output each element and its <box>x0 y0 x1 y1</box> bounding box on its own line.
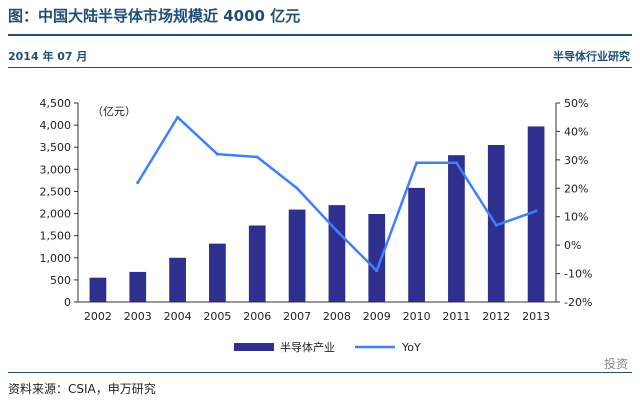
x-tick-label: 2004 <box>164 310 192 323</box>
y-right-tick-label: 50% <box>564 97 588 110</box>
footer-divider <box>8 372 632 373</box>
y-left-tick-label: 500 <box>50 274 71 287</box>
y-right-tick-label: 30% <box>564 154 588 167</box>
yoy-point <box>215 152 219 156</box>
bar <box>248 225 266 302</box>
x-tick-label: 2008 <box>323 310 351 323</box>
unit-label: （亿元） <box>92 105 136 118</box>
x-axis: 2002 2003 2004 2005 2006 2007 2008 2009 2010 2011… <box>78 301 556 323</box>
chart-title: 图：中国大陆半导体市场规模近 4000 亿元 <box>8 7 301 25</box>
watermark: 投资 <box>603 357 628 371</box>
y-left-tick-label: 4,000 <box>40 119 72 132</box>
yoy-point <box>295 186 299 190</box>
yoy-point <box>534 209 538 213</box>
x-tick-label: 2012 <box>482 310 510 323</box>
y-left-tick-label: 0 <box>64 296 71 309</box>
report-category: 半导体行业研究 <box>553 50 630 63</box>
x-tick-label: 2013 <box>522 310 550 323</box>
header-divider <box>8 34 632 36</box>
y-left-tick-label: 1,000 <box>40 252 72 265</box>
bar <box>288 209 306 302</box>
yoy-point <box>454 161 458 165</box>
y-right-axis: -20% -10% 0% 10% 20% 30% 40% 50% <box>555 97 592 309</box>
y-left-tick-label: 2,000 <box>40 208 72 221</box>
bar <box>527 126 545 302</box>
y-left-tick-label: 1,500 <box>40 230 72 243</box>
yoy-point <box>375 269 379 273</box>
yoy-series <box>136 115 538 273</box>
bar <box>89 277 107 302</box>
bar-series <box>89 126 545 302</box>
x-tick-label: 2002 <box>84 310 112 323</box>
y-left-tick-label: 3,000 <box>40 163 72 176</box>
bar <box>368 213 386 302</box>
x-tick-label: 2005 <box>203 310 231 323</box>
x-tick-label: 2006 <box>243 310 271 323</box>
y-left-tick-label: 2,500 <box>40 185 72 198</box>
x-tick-label: 2009 <box>363 310 391 323</box>
subheader-divider <box>8 67 632 68</box>
bar <box>209 243 226 302</box>
yoy-point <box>415 161 419 165</box>
bar <box>328 205 346 302</box>
yoy-point <box>494 223 498 227</box>
y-left-axis: 0 500 1,000 1,500 2,000 2,500 3,000 3,500 4,000 4… <box>40 97 79 309</box>
x-tick-label: 2007 <box>283 310 311 323</box>
y-right-tick-label: 0% <box>564 239 581 252</box>
bar <box>129 271 147 302</box>
report-date: 2014 年 07 月 <box>8 50 88 63</box>
source-note: 资料来源：CSIA，申万研究 <box>8 382 156 396</box>
bar <box>169 257 186 302</box>
y-left-tick-label: 3,500 <box>40 141 72 154</box>
legend-bar-label: 半导体产业 <box>280 340 335 354</box>
y-right-tick-label: 10% <box>564 211 588 224</box>
x-tick-label: 2010 <box>403 310 431 323</box>
x-tick-label: 2011 <box>442 310 470 323</box>
yoy-point <box>136 181 140 185</box>
legend-line-label: YoY <box>401 341 421 354</box>
y-right-tick-label: 40% <box>564 125 588 138</box>
bar <box>408 187 425 302</box>
y-right-tick-label: -10% <box>564 268 592 281</box>
yoy-point <box>255 155 259 159</box>
yoy-point <box>335 229 339 233</box>
yoy-point <box>176 115 180 119</box>
legend: 半导体产业 YoY <box>234 340 421 354</box>
bar <box>448 155 465 302</box>
y-right-tick-label: 20% <box>564 182 588 195</box>
y-right-tick-label: -20% <box>564 296 592 309</box>
legend-bar-swatch <box>234 343 274 351</box>
y-left-tick-label: 4,500 <box>40 97 72 110</box>
x-tick-label: 2003 <box>124 310 152 323</box>
